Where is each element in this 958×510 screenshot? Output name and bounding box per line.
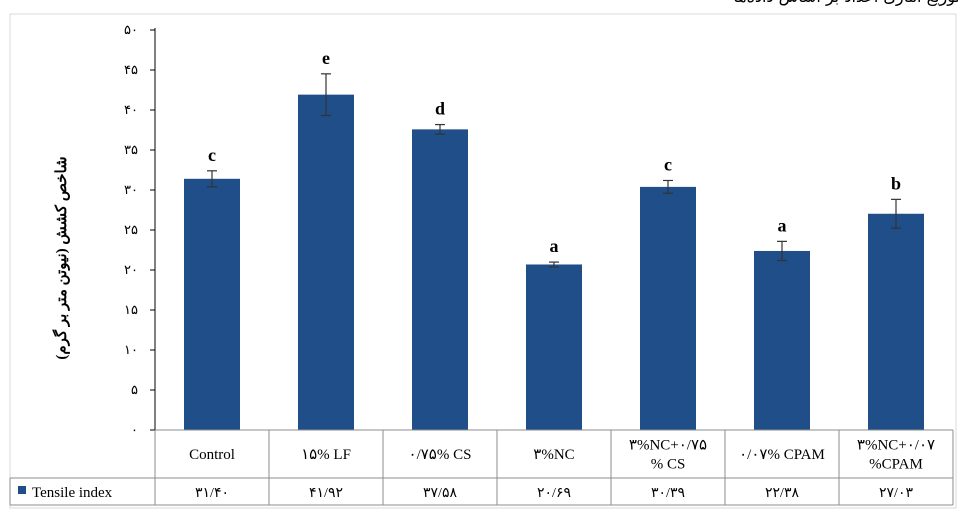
significance-letter: a	[778, 215, 787, 235]
bar	[640, 186, 696, 430]
bar	[754, 250, 810, 430]
y-tick-label: ۲۵	[124, 222, 138, 237]
legend-label: Tensile index	[32, 485, 113, 501]
significance-letter: e	[322, 48, 330, 68]
y-tick-label: ۴۵	[124, 62, 138, 77]
data-table-value: ۲۷/۰۳	[879, 486, 913, 501]
significance-letter: b	[891, 173, 901, 193]
chart-frame	[9, 13, 957, 509]
data-table-value: ۳۱/۴۰	[195, 486, 229, 501]
legend-swatch	[18, 486, 26, 494]
significance-letter: d	[435, 99, 445, 119]
y-tick-label: ۴۰	[124, 102, 138, 117]
y-tick-label: ۱۰	[124, 342, 138, 357]
y-tick-label: ۵	[131, 382, 138, 397]
bar	[412, 129, 468, 431]
data-table-value: ۲۰/۶۹	[537, 486, 571, 501]
x-category-label: % CS	[651, 457, 686, 473]
y-tick-label: ۳۰	[124, 182, 138, 197]
y-tick-label: ۲۰	[124, 262, 138, 277]
bar	[298, 94, 354, 430]
data-table-value: ۳۰/۳۹	[651, 486, 685, 501]
x-category-label: ۰/۷۵% CS	[409, 447, 472, 463]
bar	[868, 213, 924, 430]
x-category-label: Control	[189, 447, 235, 463]
significance-letter: c	[208, 145, 216, 165]
bar	[526, 264, 582, 430]
y-tick-label: ۰	[131, 422, 138, 437]
significance-letter: c	[664, 154, 672, 174]
x-category-label: ۰/۰۷% CPAM	[739, 447, 825, 463]
significance-letter: a	[550, 236, 559, 256]
x-category-label: ۳%NC+۰/۷۵	[629, 438, 707, 454]
data-table-value: ۳۷/۵۸	[423, 486, 457, 501]
data-table-value: ۴۱/۹۲	[309, 486, 343, 501]
bar	[184, 178, 240, 430]
y-tick-label: ۱۵	[124, 302, 138, 317]
page-caption-fragment: توزیع آماری اعداد بر اساس داده‌ها	[400, 0, 958, 11]
x-category-label: ۱۵% LF	[301, 447, 351, 463]
y-tick-label: ۳۵	[124, 142, 138, 157]
data-table-value: ۲۲/۳۸	[765, 486, 799, 501]
y-axis-title: شاخص کشش (نیوتن متر بر گرم)	[52, 156, 70, 359]
x-category-label: ۳%NC+۰/۰۷	[857, 438, 935, 454]
x-category-label: ۳%NC	[533, 447, 574, 463]
x-category-label: %CPAM	[869, 457, 923, 473]
y-tick-label: ۵۰	[124, 22, 138, 37]
